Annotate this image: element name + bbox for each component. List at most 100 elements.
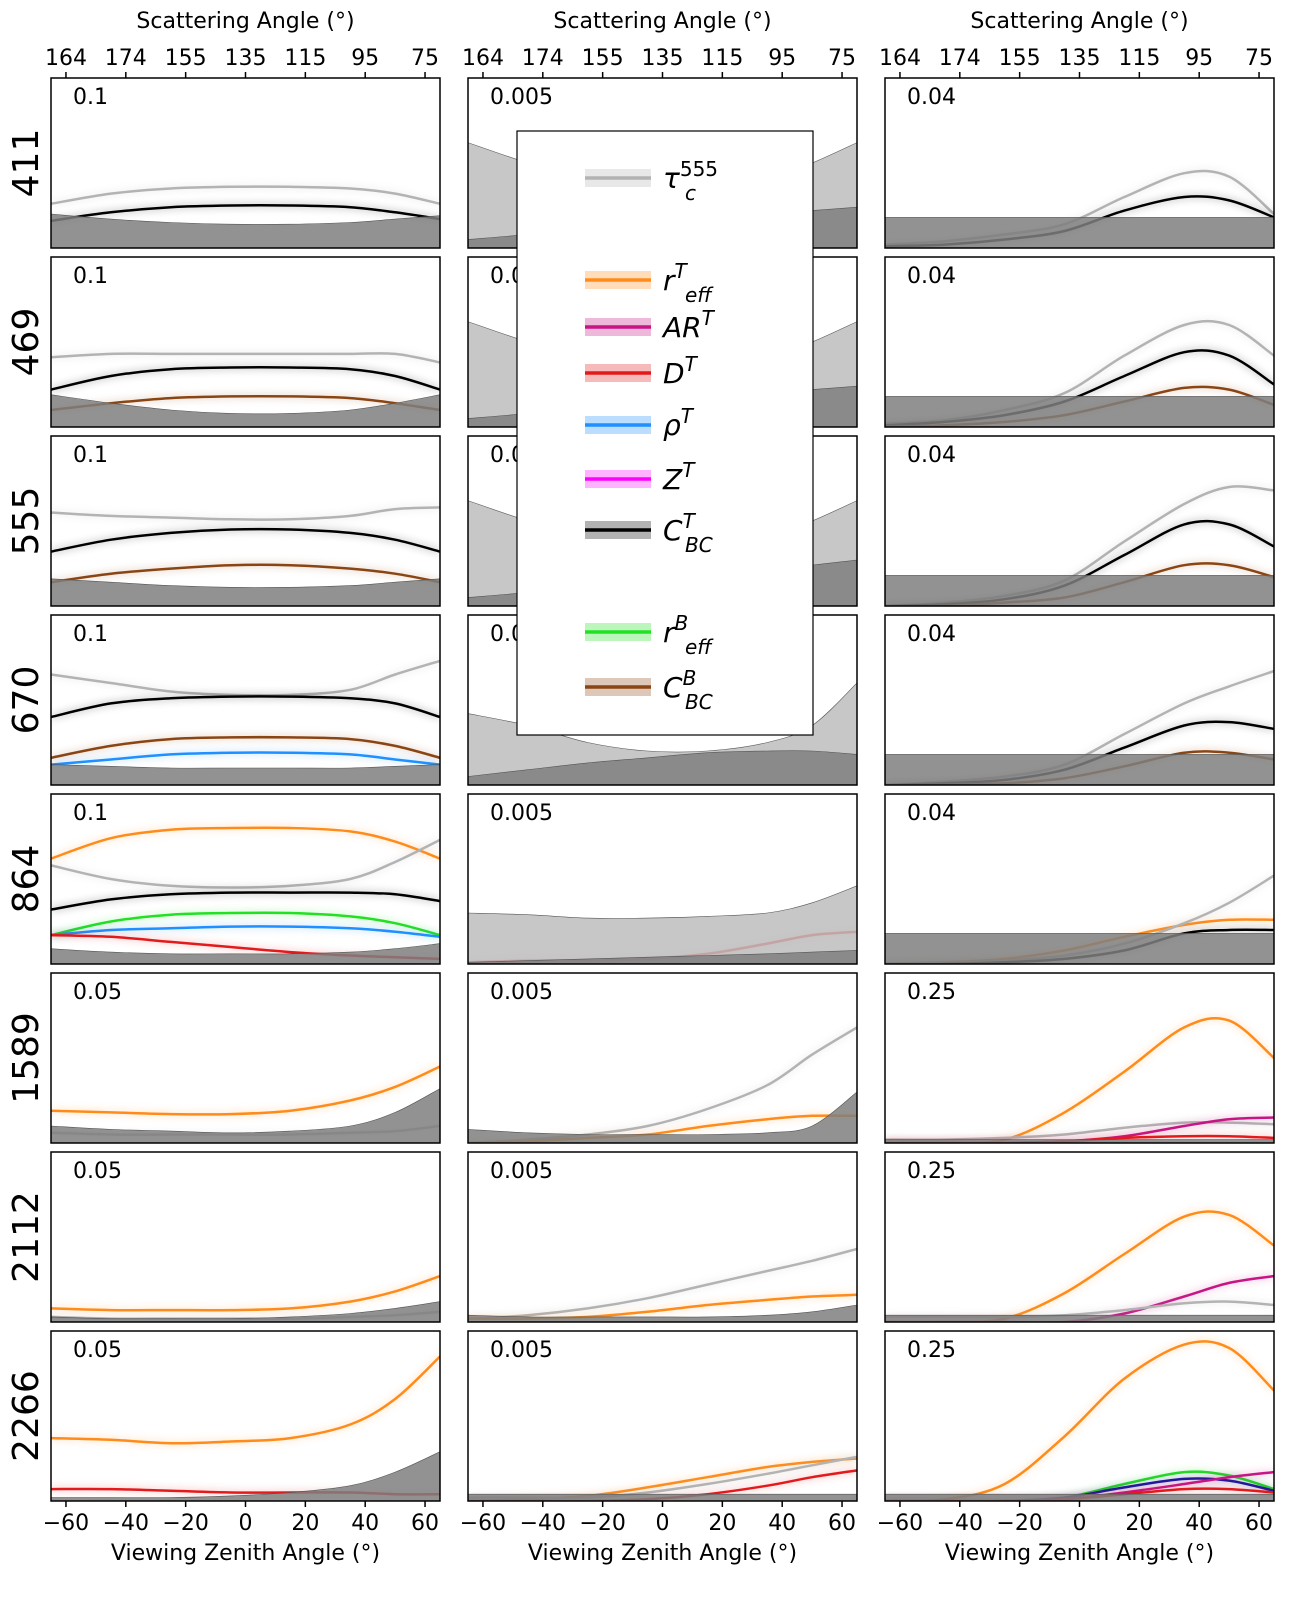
data-line: [51, 925, 440, 939]
y-max-label: 0.1: [73, 443, 108, 468]
legend-sup: T: [683, 509, 697, 533]
noise-band: [51, 1088, 440, 1143]
legend-sub: c: [685, 181, 696, 205]
noise-band: [51, 764, 440, 785]
y-max-label: 0.1: [73, 801, 108, 826]
x-tick-label: 60: [411, 1511, 439, 1536]
data-line: [51, 506, 440, 521]
legend-symbol: ρ: [663, 409, 681, 442]
panel: [885, 319, 1274, 427]
legend-sub: BC: [685, 533, 713, 557]
x2-tick-label: 75: [828, 46, 856, 71]
panel: [468, 1247, 857, 1322]
noise-band: [885, 396, 1274, 427]
x2-tick-label: 95: [768, 46, 796, 71]
data-line: [51, 394, 440, 412]
x-tick-label: 0: [1073, 1511, 1087, 1536]
panel: [51, 1274, 440, 1322]
legend-label: CT BC: [663, 509, 713, 557]
x2-tick-label: 135: [642, 46, 684, 71]
panel-frame: [884, 435, 1275, 607]
x-tick-label: 40: [1185, 1511, 1213, 1536]
x2-axis-label: Scattering Angle (°): [136, 9, 354, 34]
panel-frame: [50, 1330, 441, 1502]
noise-band: [885, 754, 1274, 785]
panel-frame: [50, 793, 441, 965]
data-line: [885, 1300, 1274, 1319]
data-line: [51, 204, 440, 223]
panel-frame: [50, 77, 441, 249]
legend-box: [516, 130, 814, 736]
data-line: [51, 1355, 440, 1445]
x-tick-label: 0: [656, 1511, 670, 1536]
x2-tick-label: 95: [1185, 46, 1213, 71]
x2-tick-label: 135: [1059, 46, 1101, 71]
x-tick-label: −20: [579, 1511, 625, 1536]
panel-frame: [884, 1151, 1275, 1323]
x2-axis-label: Scattering Angle (°): [970, 9, 1188, 34]
data-line: [51, 826, 440, 860]
y-max-label: 0.005: [490, 980, 553, 1005]
legend-sub: eff: [685, 635, 714, 659]
panel: [468, 885, 857, 964]
x2-tick-label: 115: [1118, 46, 1160, 71]
panel: [885, 1210, 1274, 1322]
legend-label: CB BC: [663, 666, 713, 714]
panel-frame: [467, 1151, 858, 1323]
y-max-label: 0.1: [73, 264, 108, 289]
noise-band: [885, 575, 1274, 606]
panel: [885, 169, 1274, 248]
legend-label: rB eff: [663, 611, 714, 659]
panel-frame: [884, 77, 1275, 249]
y-max-label: 0.005: [490, 85, 553, 110]
x-tick-label: −40: [937, 1511, 983, 1536]
row-label: 2266: [6, 1370, 47, 1462]
panel-frame: [50, 1151, 441, 1323]
panel-frame: [884, 256, 1275, 428]
panel-frame: [50, 435, 441, 607]
panel-frame: [884, 1330, 1275, 1502]
legend-sup: T: [682, 458, 696, 482]
x2-tick-label: 75: [411, 46, 439, 71]
legend-sub: eff: [685, 283, 714, 307]
data-line: [51, 735, 440, 760]
x-tick-label: −60: [460, 1511, 506, 1536]
y-max-label: 0.1: [73, 85, 108, 110]
x-tick-label: 20: [1125, 1511, 1153, 1536]
x-tick-label: 20: [708, 1511, 736, 1536]
data-line: [51, 352, 440, 364]
x-tick-label: −40: [520, 1511, 566, 1536]
noise-band: [468, 885, 857, 964]
x-tick-label: 60: [828, 1511, 856, 1536]
panel: [885, 669, 1274, 785]
data-line: [51, 366, 440, 391]
legend-symbol: r: [663, 616, 676, 649]
legend-symbol: Z: [662, 463, 683, 496]
row-label: 670: [6, 666, 47, 735]
x2-tick-label: 155: [999, 46, 1041, 71]
noise-band: [468, 1091, 857, 1143]
noise-band: [51, 578, 440, 606]
x-tick-label: 20: [291, 1511, 319, 1536]
panel: [885, 874, 1274, 964]
noise-band: [885, 1139, 1274, 1143]
legend-sup: B: [675, 611, 689, 635]
panel-frame: [50, 972, 441, 1144]
data-line: [51, 838, 440, 889]
x-tick-label: −20: [162, 1511, 208, 1536]
x-tick-label: 40: [768, 1511, 796, 1536]
y-max-label: 0.04: [907, 622, 956, 647]
y-max-label: 0.05: [73, 980, 122, 1005]
panel: [51, 506, 440, 606]
legend-symbol: r: [663, 264, 676, 297]
y-max-label: 0.1: [73, 622, 108, 647]
noise-band: [885, 1314, 1274, 1322]
x2-tick-label: 95: [351, 46, 379, 71]
noise-band: [885, 1493, 1274, 1501]
legend-sup: T: [685, 352, 699, 376]
panel-frame: [50, 614, 441, 786]
legend-sup: T: [681, 404, 695, 428]
noise-band: [468, 1304, 857, 1322]
